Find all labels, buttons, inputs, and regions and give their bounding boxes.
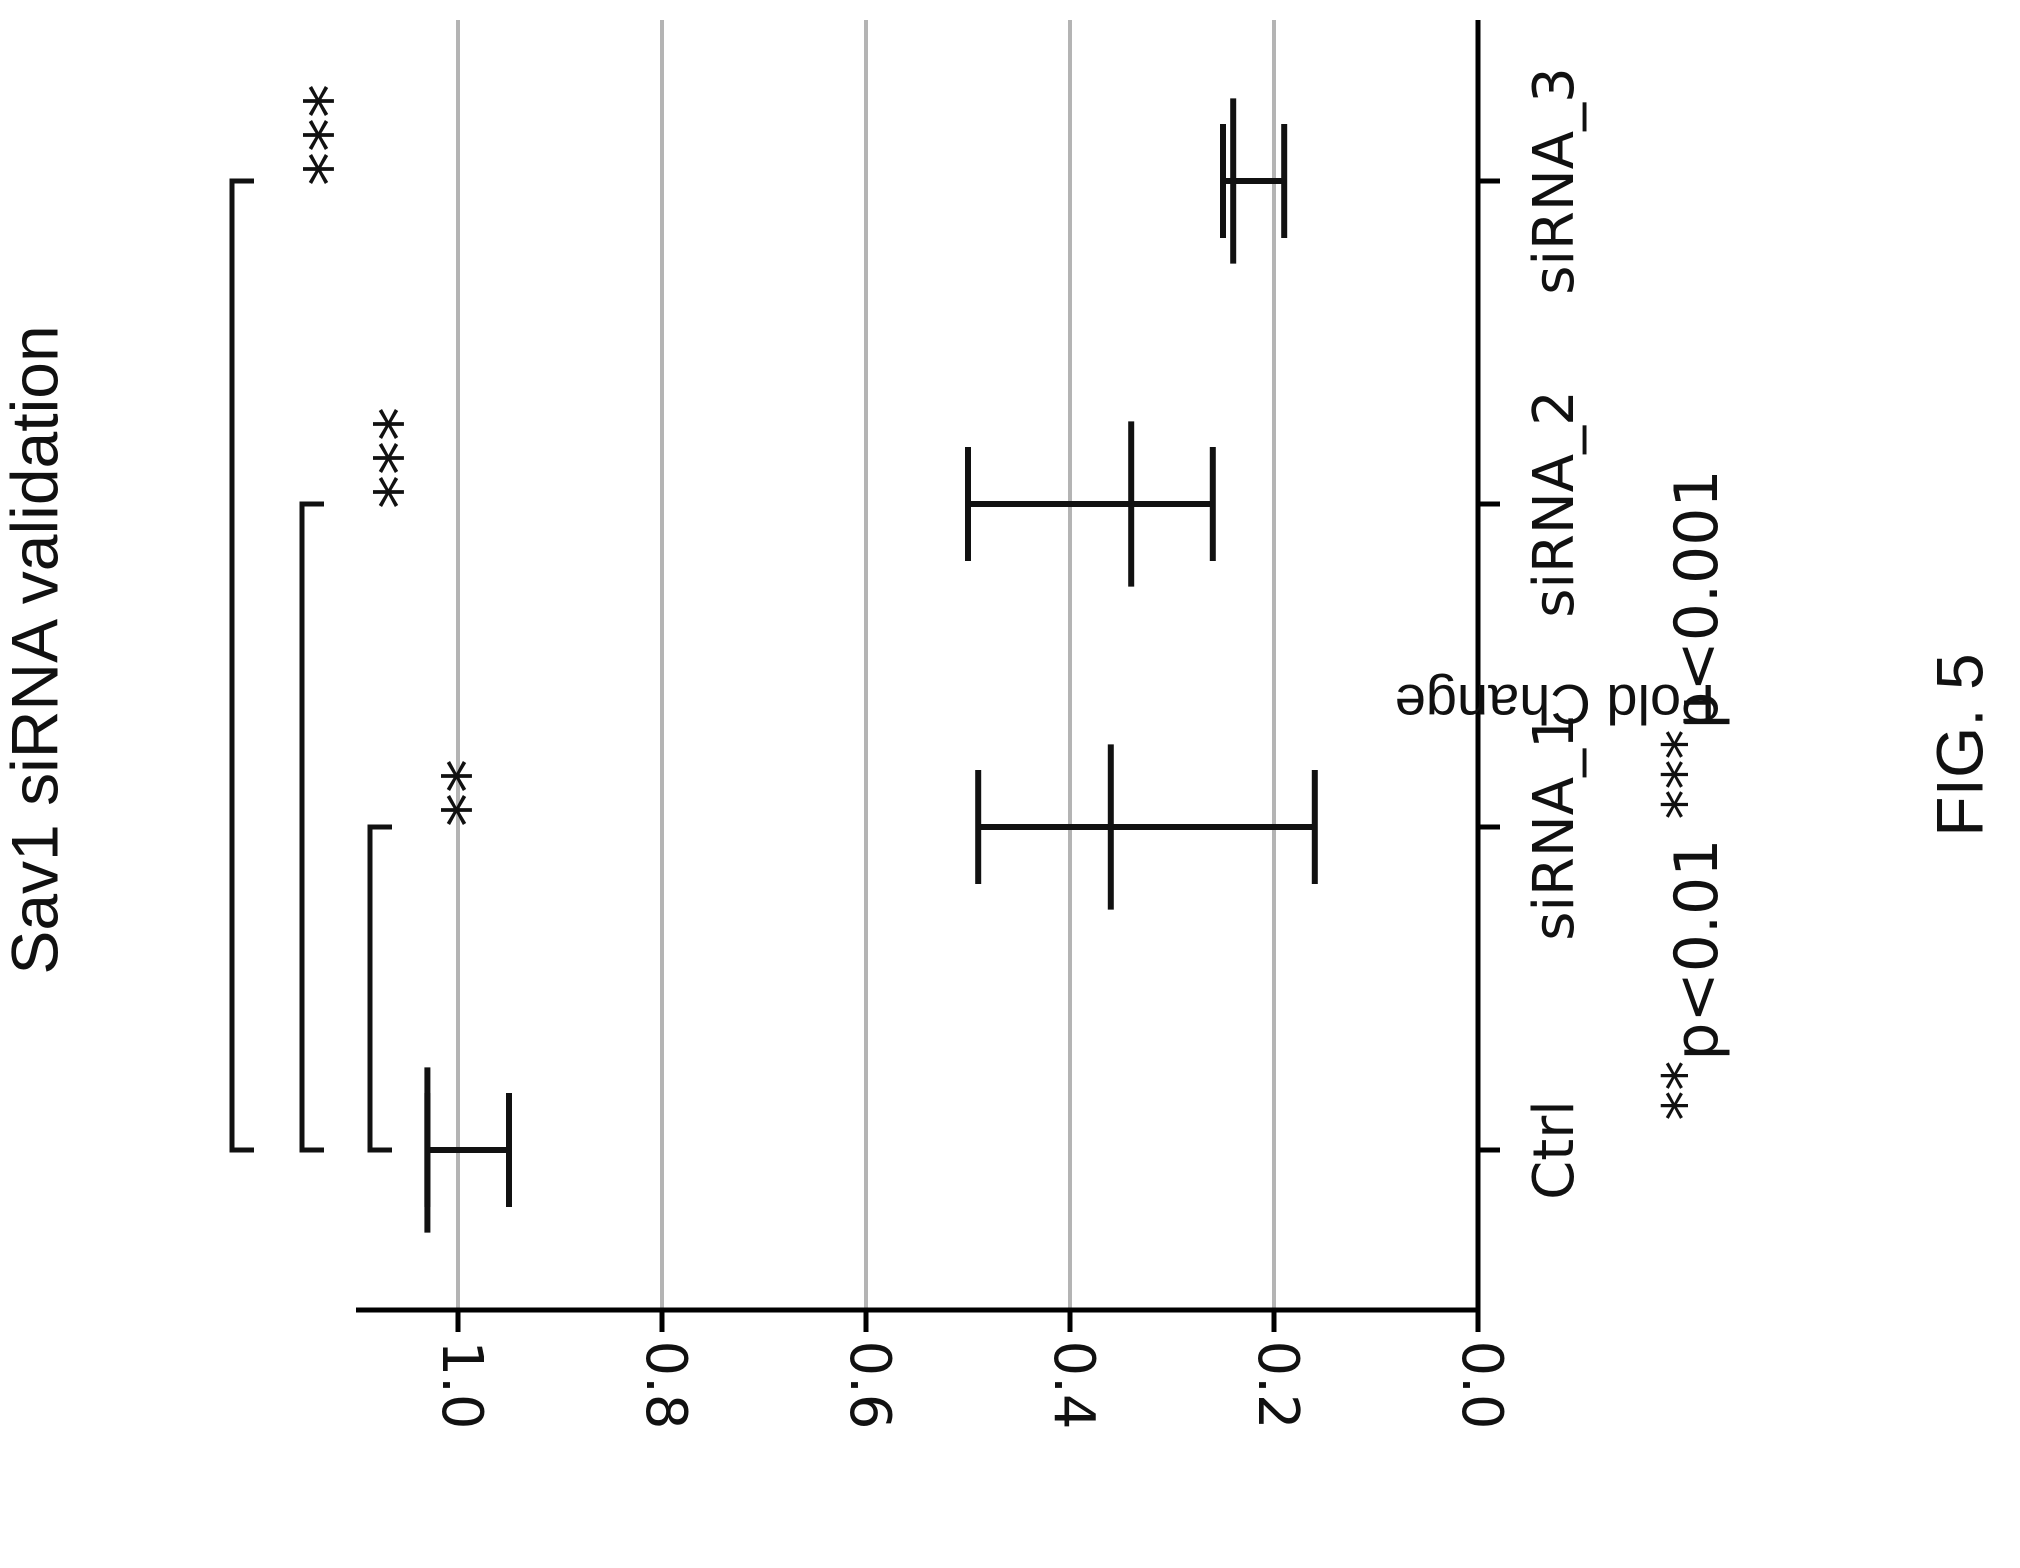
- footnote-text: p<0.001: [1662, 469, 1732, 729]
- figure-label: FIG. 5: [1922, 653, 1996, 836]
- significance-bracket: [229, 178, 254, 1153]
- data-point-siRNA_3: [1220, 98, 1288, 264]
- significance-label: ***: [336, 407, 415, 509]
- footnote-stars: ***: [1650, 730, 1720, 820]
- significance-bracket: [299, 501, 324, 1153]
- x-tick-label: siRNA_2: [1522, 390, 1587, 617]
- significance-label: ***: [266, 84, 345, 186]
- y-tick-label: 0.8: [633, 1340, 698, 1429]
- significance-footnote: **p<0.01 ***p<0.001: [1650, 469, 1732, 1120]
- y-tick-label: 0.4: [1041, 1340, 1106, 1429]
- chart-plot-area: 0.0 0.2 0.4 0.6 0.8 1.0 Ctrl siRNA_1 siRNA_2 siRN…: [0, 20, 1996, 1430]
- data-point-Ctrl: [424, 1067, 512, 1233]
- footnote-text: p<0.01: [1662, 820, 1732, 1061]
- y-tick-label: 0.0: [1449, 1340, 1514, 1429]
- x-tick-label: Ctrl: [1522, 1100, 1587, 1200]
- data-point-siRNA_1: [975, 744, 1318, 910]
- y-tick-label: 1.0: [429, 1340, 494, 1429]
- significance-bracket: [367, 824, 392, 1153]
- footnote-stars: **: [1650, 1061, 1720, 1121]
- x-tick-label: siRNA_3: [1522, 67, 1587, 294]
- x-tick-label: siRNA_1: [1522, 713, 1587, 940]
- y-tick-label: 0.2: [1245, 1340, 1310, 1429]
- y-axis-label: Fold Change: [1395, 673, 1716, 736]
- chart-title: Sav1 siRNA validation: [0, 325, 71, 974]
- significance-label: **: [404, 759, 483, 827]
- y-tick-label: 0.6: [837, 1340, 902, 1429]
- data-point-siRNA_2: [965, 421, 1216, 587]
